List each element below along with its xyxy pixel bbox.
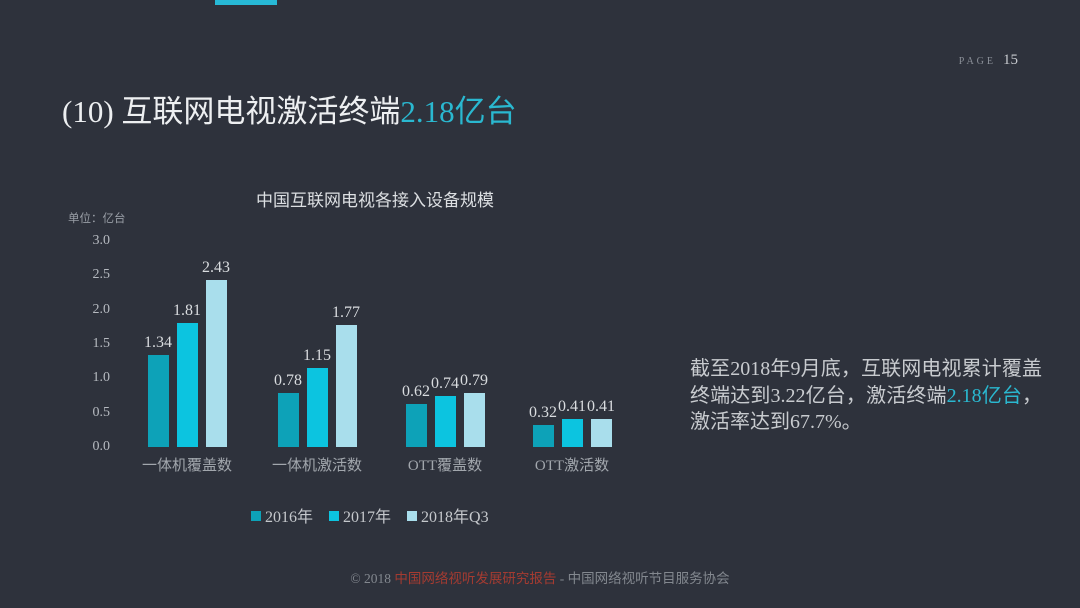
y-axis-tick: 3.0 xyxy=(92,232,111,248)
legend-swatch-icon xyxy=(407,510,418,521)
legend-item-2016年: 2016年 xyxy=(251,503,313,527)
bar-value-label: 1.15 xyxy=(303,347,331,364)
y-axis-tick: 2.0 xyxy=(92,301,111,317)
category-label: OTT覆盖数 xyxy=(407,458,483,474)
bar-2016年-一体机激活数 xyxy=(278,393,299,447)
legend-swatch-icon xyxy=(329,510,340,521)
bar-2016年-OTT激活数 xyxy=(533,425,554,447)
y-axis-tick: 2.5 xyxy=(92,267,111,283)
bar-2017年-一体机覆盖数 xyxy=(177,323,198,447)
bar-2018年Q3-一体机激活数 xyxy=(336,325,357,447)
category-label: OTT激活数 xyxy=(534,458,610,474)
bar-2018年Q3-OTT激活数 xyxy=(591,419,612,447)
bar-2018年Q3-OTT覆盖数 xyxy=(464,393,485,447)
slide-title-text: (10) 互联网电视激活终端 xyxy=(62,94,401,129)
page-label: PAGE xyxy=(958,56,996,67)
bar-2017年-一体机激活数 xyxy=(307,368,328,447)
bar-value-label: 2.43 xyxy=(202,259,230,276)
bar-2017年-OTT覆盖数 xyxy=(435,396,456,447)
page-indicator: PAGE 15 xyxy=(959,52,1018,69)
footer-report-name: 中国网络视听发展研究报告 xyxy=(394,571,557,586)
legend-label: 2016年 xyxy=(265,509,314,526)
legend-label: 2017年 xyxy=(343,509,392,526)
bar-2016年-一体机覆盖数 xyxy=(148,355,169,447)
bar-2016年-OTT覆盖数 xyxy=(406,404,427,447)
legend-item-2017年: 2017年 xyxy=(329,503,391,527)
y-axis-tick: 0.0 xyxy=(92,439,111,454)
bar-value-label: 0.62 xyxy=(402,383,430,400)
legend-item-2018年Q3: 2018年Q3 xyxy=(407,503,489,527)
footer-separator: - xyxy=(556,571,568,586)
bar-value-label: 1.77 xyxy=(332,304,360,321)
bar-value-label: 0.41 xyxy=(558,398,586,415)
bar-2017年-OTT激活数 xyxy=(562,419,583,447)
slide-title-highlight: 2.18亿台 xyxy=(400,94,517,129)
slide-title: (10) 互联网电视激活终端2.18亿台 xyxy=(62,86,517,131)
category-label: 一体机覆盖数 xyxy=(141,458,232,474)
y-axis-tick: 1.5 xyxy=(92,335,111,351)
page-number: 15 xyxy=(1003,52,1018,68)
bar-value-label: 1.81 xyxy=(173,302,201,319)
annotation-before: 截至2018年9月底，互联网电视累计覆盖终端达到3.22亿台，激活终端 xyxy=(690,358,1042,407)
bar-value-label: 0.32 xyxy=(529,404,557,421)
annotation-text: 截至2018年9月底，互联网电视累计覆盖终端达到3.22亿台，激活终端2.18亿… xyxy=(690,356,1042,436)
y-axis-tick: 0.5 xyxy=(92,404,111,420)
bar-value-label: 0.79 xyxy=(460,372,488,389)
bar-value-label: 0.41 xyxy=(587,398,615,415)
category-label: 一体机激活数 xyxy=(271,458,362,474)
y-axis-tick: 1.0 xyxy=(92,370,111,386)
footer-org-name: 中国网络视听节目服务协会 xyxy=(567,571,730,586)
legend-swatch-icon xyxy=(251,510,261,521)
bar-value-label: 0.74 xyxy=(431,375,459,392)
chart-unit-label: 单位：亿台 xyxy=(68,213,126,225)
footer-copyright: © 2018 xyxy=(350,571,395,586)
chart-legend: 2016年 2017年 2018年Q3 xyxy=(251,503,489,527)
annotation-highlight: 2.18亿台 xyxy=(946,384,1023,407)
bar-value-label: 0.78 xyxy=(274,372,302,389)
chart-title: 中国互联网电视各接入设备规模 xyxy=(256,191,494,210)
footer: © 2018 中国网络视听发展研究报告 - 中国网络视听节目服务协会 xyxy=(0,567,1080,587)
bar-value-label: 1.34 xyxy=(144,334,172,351)
annotation-after: ，激活率达到67.7%。 xyxy=(690,384,1043,434)
bar-2018年Q3-一体机覆盖数 xyxy=(206,280,227,447)
top-accent-bar xyxy=(215,0,277,5)
legend-label: 2018年Q3 xyxy=(421,509,489,526)
